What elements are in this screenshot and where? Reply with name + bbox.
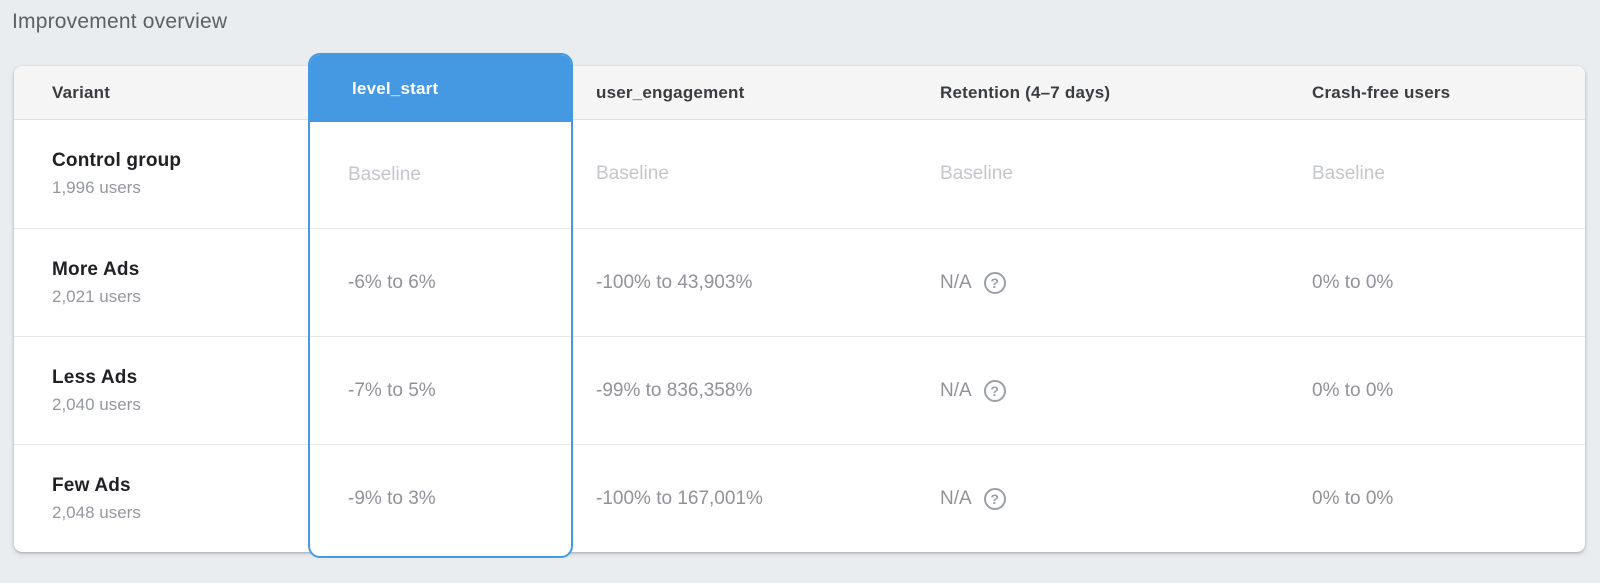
user-engagement-value: -99% to 836,358%: [596, 379, 753, 401]
level-start-value: -7% to 5%: [310, 336, 571, 444]
column-header-retention[interactable]: Retention (4–7 days): [940, 82, 1111, 102]
user-engagement-value: Baseline: [596, 163, 669, 184]
column-header-user-engagement[interactable]: user_engagement: [596, 82, 745, 102]
variant-cell: Less Ads 2,040 users: [14, 367, 308, 415]
variant-user-count: 2,040 users: [52, 394, 141, 414]
level-start-value: -6% to 6%: [310, 228, 571, 336]
retention-value: Baseline: [940, 163, 1013, 184]
retention-value: N/A ?: [917, 379, 1289, 402]
page-title: Improvement overview: [12, 10, 228, 33]
help-icon[interactable]: ?: [983, 271, 1006, 294]
user-engagement-value: -100% to 43,903%: [596, 271, 753, 293]
variant-cell: More Ads 2,021 users: [14, 259, 308, 307]
improvement-overview-table: Variant user_engagement Retention (4–7 d…: [14, 53, 1585, 558]
retention-value: N/A ?: [917, 487, 1289, 510]
variant-name: Control group: [52, 150, 182, 171]
user-engagement-value: -100% to 167,001%: [596, 487, 763, 509]
column-header-level-start[interactable]: level_start: [310, 55, 571, 122]
variant-user-count: 2,048 users: [52, 502, 141, 522]
variant-user-count: 2,021 users: [52, 286, 141, 306]
crash-free-value: 0% to 0%: [1312, 379, 1394, 401]
variant-user-count: 1,996 users: [52, 178, 141, 197]
table-row: Control group 1,996 users Baseline Basel…: [14, 120, 1585, 228]
crash-free-value: 0% to 0%: [1312, 271, 1394, 293]
level-start-value: -9% to 3%: [310, 444, 571, 552]
help-icon[interactable]: ?: [983, 487, 1006, 510]
column-header-crash-free-users[interactable]: Crash-free users: [1312, 82, 1451, 102]
table-row: Less Ads 2,040 users -99% to 836,358% N/…: [14, 336, 1585, 444]
variant-name: Few Ads: [52, 474, 131, 496]
variant-name: Less Ads: [52, 366, 138, 388]
crash-free-value: 0% to 0%: [1312, 487, 1394, 509]
variant-cell: Few Ads 2,048 users: [14, 475, 308, 523]
selected-metric-column: level_start Baseline -6% to 6% -7% to 5%…: [308, 53, 573, 558]
column-header-variant: Variant: [52, 82, 111, 102]
level-start-value: Baseline: [348, 164, 421, 185]
help-icon[interactable]: ?: [983, 379, 1006, 402]
retention-value: N/A ?: [917, 271, 1289, 294]
table-row: Few Ads 2,048 users -100% to 167,001% N/…: [14, 444, 1585, 552]
variant-cell: Control group 1,996 users: [14, 150, 308, 198]
table-row: More Ads 2,021 users -100% to 43,903% N/…: [14, 228, 1585, 336]
variant-name: More Ads: [52, 258, 140, 280]
table-header-row: Variant user_engagement Retention (4–7 d…: [14, 66, 1585, 120]
crash-free-value: Baseline: [1312, 163, 1385, 184]
